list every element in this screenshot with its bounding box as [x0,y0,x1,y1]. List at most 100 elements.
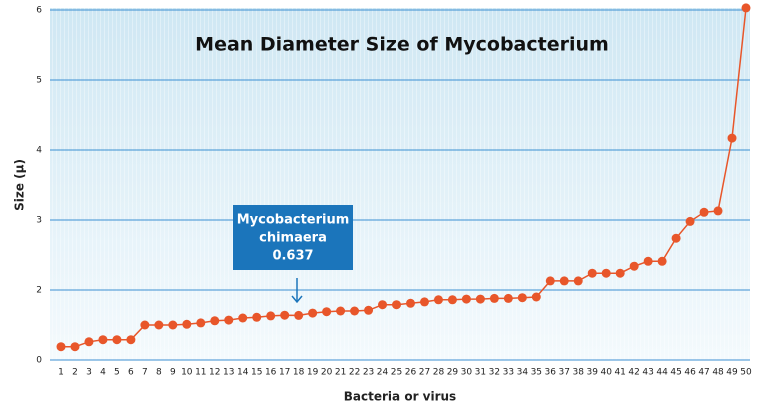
x-tick-label: 38 [573,368,585,378]
point [601,268,611,278]
point [629,261,639,271]
y-tick-label: 5 [36,76,42,86]
x-tick-label: 5 [114,368,120,378]
x-tick-label: 34 [517,368,529,378]
x-tick-label: 14 [237,368,249,378]
plot-texture [50,8,750,360]
point [461,294,471,304]
point [84,337,94,347]
point [154,320,164,330]
x-tick-label: 2 [72,368,78,378]
point [671,233,681,243]
point [419,297,429,307]
x-tick-label: 21 [335,368,346,378]
point [294,310,304,320]
point [405,298,415,308]
point [98,335,108,345]
y-tick-label: 3 [36,216,42,226]
point [489,293,499,303]
point [168,320,178,330]
point [280,310,290,320]
x-tick-label: 22 [349,368,360,378]
point [545,276,555,286]
point [378,300,388,310]
y-tick-label: 0 [36,356,42,366]
x-tick-label: 26 [405,368,417,378]
x-tick-label: 33 [503,368,514,378]
y-tick-label: 2 [36,286,42,296]
x-tick-label: 37 [559,368,570,378]
point [126,335,136,345]
x-tick-label: 6 [128,368,134,378]
point [685,216,695,226]
x-tick-label: 49 [726,368,738,378]
x-tick-label: 44 [656,368,668,378]
x-tick-label: 20 [321,368,333,378]
y-tick-label: 6 [36,6,42,16]
point [433,295,443,305]
x-tick-label: 32 [489,368,500,378]
x-tick-label: 40 [600,368,612,378]
x-tick-label: 42 [628,368,639,378]
point [252,312,262,322]
x-tick-label: 43 [642,368,653,378]
point [475,294,485,304]
point [392,300,402,310]
x-tick-label: 27 [419,368,430,378]
x-tick-label: 30 [461,368,473,378]
annotation-text: 0.637 [272,249,313,264]
x-tick-label: 48 [712,368,724,378]
point [615,268,625,278]
x-tick-label: 15 [251,368,262,378]
x-tick-label: 4 [100,368,106,378]
point [503,293,513,303]
point [224,315,234,325]
x-tick-label: 11 [195,368,206,378]
point [112,335,122,345]
x-tick-label: 25 [391,368,402,378]
point [517,293,527,303]
chart-title: Mean Diameter Size of Mycobacterium [195,34,609,56]
point [657,256,667,266]
x-tick-label: 1 [58,368,64,378]
x-tick-label: 13 [223,368,234,378]
x-tick-label: 28 [433,368,445,378]
point [182,319,192,329]
y-axis-title: Size (µ) [13,159,27,211]
point [447,295,457,305]
point [573,276,583,286]
point [350,306,360,316]
x-tick-label: 10 [181,368,193,378]
x-tick-label: 35 [531,368,542,378]
point [210,316,220,326]
x-tick-label: 23 [363,368,374,378]
x-tick-label: 46 [684,368,696,378]
x-tick-label: 8 [156,368,162,378]
point [727,133,737,143]
point [140,320,150,330]
annotation-arrowhead [291,295,303,304]
point [322,307,332,317]
point [364,305,374,315]
annotation-text: Mycobacterium [237,213,350,228]
x-tick-label: 9 [170,368,176,378]
x-tick-label: 45 [670,368,681,378]
x-tick-label: 17 [279,368,290,378]
point [699,207,709,217]
x-tick-label: 3 [86,368,92,378]
point [266,311,276,321]
annotation-text: chimaera [259,231,327,246]
x-tick-label: 16 [265,368,277,378]
y-tick-label: 4 [36,146,42,156]
x-tick-label: 31 [475,368,486,378]
x-tick-label: 39 [586,368,598,378]
x-tick-label: 12 [209,368,220,378]
grid [50,9,750,361]
annotation: Mycobacterium chimaera 0.637 [233,205,353,304]
x-axis-title: Bacteria or virus [344,390,456,404]
point [587,268,597,278]
point [308,308,318,318]
point [70,342,80,352]
x-tick-label: 18 [293,368,305,378]
